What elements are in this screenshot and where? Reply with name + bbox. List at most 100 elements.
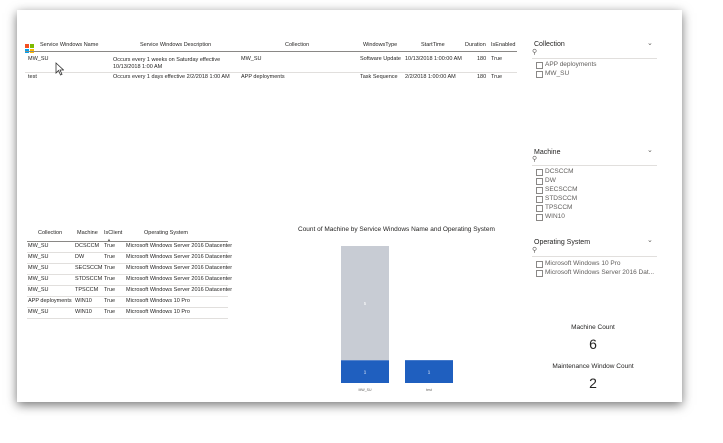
bar-chart: 1 5 MW_SU 1 test [341, 246, 453, 392]
cell-collection: MW_SU [28, 309, 49, 315]
cell-machine: DW [75, 254, 85, 260]
cell-operating-system: Microsoft Windows Server 2016 Datacenter [126, 243, 233, 249]
cell-operating-system: Microsoft Windows 10 Pro [126, 298, 190, 304]
checkbox[interactable] [536, 196, 543, 203]
checkbox[interactable] [536, 178, 543, 185]
col-header-machine[interactable]: Machine [77, 230, 98, 236]
cell-machine: STDSCCM [75, 276, 103, 282]
cell-collection: MW_SU [28, 243, 49, 249]
data-label: 1 [364, 370, 367, 375]
slicer-item-label: STDSCCM [545, 195, 578, 202]
cell-operating-system: Microsoft Windows Server 2016 Datacenter [126, 287, 233, 293]
search-icon[interactable]: ⚲ [532, 49, 538, 56]
powerbi-logo-icon [25, 40, 34, 53]
col-header-is-client[interactable]: IsClient [104, 230, 123, 236]
cell-machine: SECSCCM [75, 265, 103, 271]
col-header-service-windows-description[interactable]: Service Windows Description [140, 42, 212, 48]
cell-operating-system: Microsoft Windows Server 2016 Datacenter [126, 265, 233, 271]
sort-asc-icon: ▲ [107, 237, 111, 242]
cell-collection: APP deployments [241, 74, 285, 80]
chevron-down-icon[interactable]: ⌄ [647, 147, 653, 154]
cell-duration: 180 [477, 74, 487, 80]
cell-is-enabled: True [491, 56, 503, 62]
chevron-down-icon[interactable]: ⌄ [647, 40, 653, 47]
col-header-start-time[interactable]: StartTime [421, 42, 445, 48]
maintenance-count-value: 2 [589, 375, 597, 391]
machine-count-label: Machine Count [571, 324, 615, 331]
col-header-service-windows-name[interactable]: Service Windows Name [40, 42, 99, 48]
checkbox[interactable] [536, 71, 543, 78]
cell-machine: DCSCCM [75, 243, 100, 249]
cell-windows-type: Task Sequence [360, 74, 398, 80]
maintenance-count-label: Maintenance Window Count [552, 363, 634, 370]
report-canvas: Service Windows Name Service Windows Des… [17, 10, 682, 402]
checkbox[interactable] [536, 169, 543, 176]
cell-operating-system: Microsoft Windows 10 Pro [126, 309, 190, 315]
col-header-operating-system[interactable]: Operating System [144, 230, 189, 236]
bar-segment[interactable] [341, 360, 389, 383]
chevron-down-icon[interactable]: ⌄ [647, 237, 653, 244]
machine-count-value: 6 [589, 336, 597, 352]
col-header-windows-type[interactable]: WindowsType [363, 42, 398, 48]
cell-is-client: True [104, 243, 116, 249]
cell-operating-system: Microsoft Windows Server 2016 Datacenter [126, 276, 233, 282]
checkbox[interactable] [536, 270, 543, 277]
checkbox[interactable] [536, 214, 543, 221]
cell-start-time: 10/13/2018 1:00:00 AM [405, 56, 462, 62]
checkbox[interactable] [536, 205, 543, 212]
bar-segment[interactable] [405, 360, 453, 383]
data-label: 5 [364, 301, 367, 306]
col-header-collection[interactable]: Collection [38, 230, 63, 236]
x-tick-label: MW_SU [358, 388, 372, 392]
slicer-item-label: APP deployments [545, 61, 597, 68]
slicer-item-label: MW_SU [545, 70, 570, 77]
cell-collection: MW_SU [241, 56, 262, 62]
cell-description: Occurs every 1 days effective 2/2/2018 1… [113, 74, 230, 80]
col-header-duration[interactable]: Duration [465, 42, 486, 48]
cell-is-client: True [104, 298, 116, 304]
cell-is-client: True [104, 265, 116, 271]
slicer-item-label: Microsoft Windows 10 Pro [545, 260, 621, 267]
cell-windows-type: Software Update [360, 56, 401, 62]
cell-is-enabled: True [491, 74, 503, 80]
os-slicer-title: Operating System [534, 239, 591, 246]
cell-name: test [28, 74, 37, 80]
mouse-cursor-icon [55, 62, 65, 81]
slicer-item-label: TPSCCM [545, 204, 573, 211]
cell-collection: MW_SU [28, 276, 49, 282]
collection-slicer-title: Collection [534, 41, 565, 48]
cell-machine: TPSCCM [75, 287, 99, 293]
cell-machine: WIN10 [75, 309, 92, 315]
cell-is-client: True [104, 254, 116, 260]
cell-machine: WIN10 [75, 298, 92, 304]
checkbox[interactable] [536, 187, 543, 194]
cell-start-time: 2/2/2018 1:00:00 AM [405, 74, 456, 80]
cell-collection: MW_SU [28, 287, 49, 293]
cell-collection: MW_SU [28, 265, 49, 271]
slicer-item-label: Microsoft Windows Server 2016 Dat... [545, 269, 655, 276]
cell-is-client: True [104, 287, 116, 293]
checkbox[interactable] [536, 62, 543, 69]
search-icon[interactable]: ⚲ [532, 156, 538, 163]
bar-segment[interactable] [341, 246, 389, 361]
col-header-collection[interactable]: Collection [285, 42, 310, 48]
slicer-item-label: WIN10 [545, 213, 565, 220]
cell-is-client: True [104, 276, 116, 282]
chart-title: Count of Machine by Service Windows Name… [298, 226, 495, 233]
cell-duration: 180 [477, 56, 487, 62]
checkbox[interactable] [536, 261, 543, 268]
cell-collection: MW_SU [28, 254, 49, 260]
cell-description: Occurs every 1 weeks on Saturday effecti… [113, 57, 221, 71]
slicer-item-label: DW [545, 177, 556, 184]
slicer-item-label: DCSCCM [545, 168, 574, 175]
data-label: 1 [428, 370, 431, 375]
cell-collection: APP deployments [28, 298, 72, 304]
cell-is-client: True [104, 309, 116, 315]
cell-name: MW_SU [28, 56, 49, 62]
search-icon[interactable]: ⚲ [532, 247, 538, 254]
x-tick-label: test [426, 388, 432, 392]
machine-slicer-title: Machine [534, 149, 561, 156]
col-header-is-enabled[interactable]: IsEnabled [491, 42, 516, 48]
slicer-item-label: SECSCCM [545, 186, 578, 193]
cell-operating-system: Microsoft Windows Server 2016 Datacenter [126, 254, 233, 260]
